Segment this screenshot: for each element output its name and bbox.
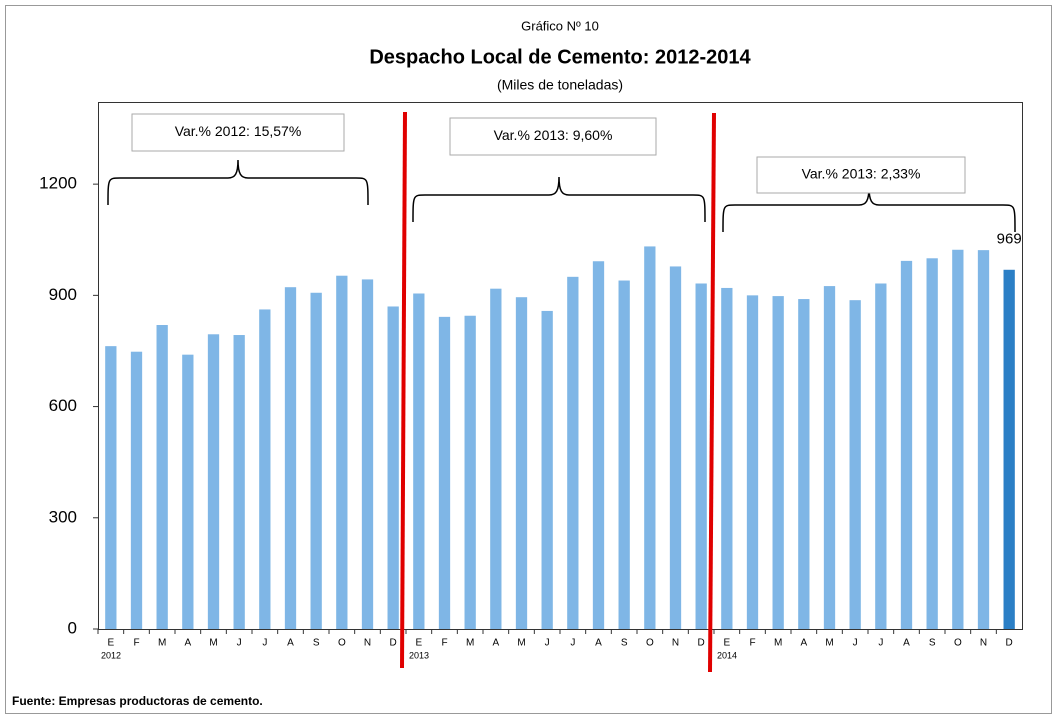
bar: [464, 315, 476, 629]
x-tick-label: A: [287, 638, 294, 649]
bar: [977, 250, 990, 629]
bar: [644, 246, 656, 629]
annotation-text: Var.% 2012: 15,57%: [175, 123, 302, 139]
year-separator: [708, 112, 716, 673]
x-tick-label: J: [878, 638, 883, 649]
bar: [926, 258, 938, 629]
y-tick-label: 0: [68, 618, 77, 637]
bar: [618, 280, 630, 629]
bar: [823, 286, 836, 629]
bar: [1003, 269, 1015, 629]
brace: [412, 176, 706, 223]
bar: [567, 276, 579, 629]
bar: [156, 325, 168, 629]
year-label: 2013: [409, 650, 429, 660]
x-tick-label: N: [980, 638, 987, 649]
bar: [336, 275, 348, 629]
bar: [438, 316, 451, 629]
bar: [207, 334, 220, 629]
x-tick-label: O: [338, 638, 346, 649]
y-tick-label: 300: [49, 507, 77, 526]
x-tick-label: F: [133, 638, 139, 649]
bar: [900, 260, 913, 629]
x-tick-label: O: [646, 638, 654, 649]
bar: [669, 266, 682, 629]
bar: [721, 287, 733, 629]
brace: [107, 159, 369, 206]
bar: [284, 287, 297, 629]
annotation-text: Var.% 2013: 2,33%: [802, 166, 921, 182]
x-tick-label: N: [672, 638, 679, 649]
x-tick-label: A: [595, 638, 602, 649]
bar: [259, 309, 271, 629]
y-tick-label: 1200: [39, 174, 77, 193]
x-tick-label: D: [698, 638, 705, 649]
bar: [849, 300, 861, 629]
x-tick-label: J: [237, 638, 242, 649]
bar: [182, 354, 194, 629]
x-tick-label: A: [800, 638, 807, 649]
x-tick-label: S: [929, 638, 936, 649]
x-tick-label: A: [184, 638, 191, 649]
bar: [875, 283, 887, 629]
x-tick-label: M: [774, 638, 782, 649]
x-tick-label: M: [158, 638, 166, 649]
x-tick-label: A: [903, 638, 910, 649]
bar: [310, 292, 322, 629]
x-tick-label: M: [209, 638, 217, 649]
bar: [695, 283, 707, 629]
x-tick-label: M: [517, 638, 525, 649]
x-tick-label: S: [313, 638, 320, 649]
year-label: 2012: [101, 650, 121, 660]
year-separator: [400, 111, 407, 669]
bar: [233, 335, 245, 629]
x-tick-label: E: [107, 638, 114, 649]
bar: [798, 299, 810, 629]
x-tick-label: A: [492, 638, 499, 649]
y-tick-label: 600: [49, 396, 77, 415]
bar: [541, 310, 553, 629]
x-tick-label: F: [749, 638, 755, 649]
x-tick-label: E: [723, 638, 730, 649]
x-tick-label: S: [621, 638, 628, 649]
chart-title: Despacho Local de Cemento: 2012-2014: [369, 46, 751, 68]
x-tick-label: M: [825, 638, 833, 649]
bar: [387, 306, 399, 629]
x-tick-label: J: [853, 638, 858, 649]
x-tick-label: D: [390, 638, 397, 649]
annotation-box: [449, 117, 657, 156]
x-tick-label: O: [954, 638, 962, 649]
annotation-box: [131, 113, 345, 152]
y-tick-label: 900: [49, 285, 77, 304]
chart-subtitle: (Miles de toneladas): [497, 77, 623, 93]
x-tick-label: J: [262, 638, 267, 649]
data-label: 969: [997, 231, 1022, 248]
bar: [490, 288, 502, 629]
source-note: Fuente: Empresas productoras de cemento.: [12, 694, 263, 708]
bar: [105, 346, 117, 629]
annotation-box: [756, 156, 966, 194]
chart-supertitle: Gráfico Nº 10: [521, 18, 599, 33]
bar: [772, 296, 784, 629]
x-tick-label: E: [415, 638, 422, 649]
bar: [592, 261, 605, 629]
x-tick-label: J: [570, 638, 575, 649]
x-tick-label: N: [364, 638, 371, 649]
bar: [746, 295, 759, 629]
bar: [952, 249, 964, 630]
bar: [130, 351, 143, 629]
bar: [515, 297, 528, 629]
x-tick-label: M: [466, 638, 474, 649]
bar: [413, 293, 425, 629]
x-tick-label: J: [545, 638, 550, 649]
year-label: 2014: [717, 650, 737, 660]
x-tick-label: F: [441, 638, 447, 649]
bar: [361, 279, 374, 629]
x-tick-label: D: [1006, 638, 1013, 649]
annotation-text: Var.% 2013: 9,60%: [494, 127, 613, 143]
